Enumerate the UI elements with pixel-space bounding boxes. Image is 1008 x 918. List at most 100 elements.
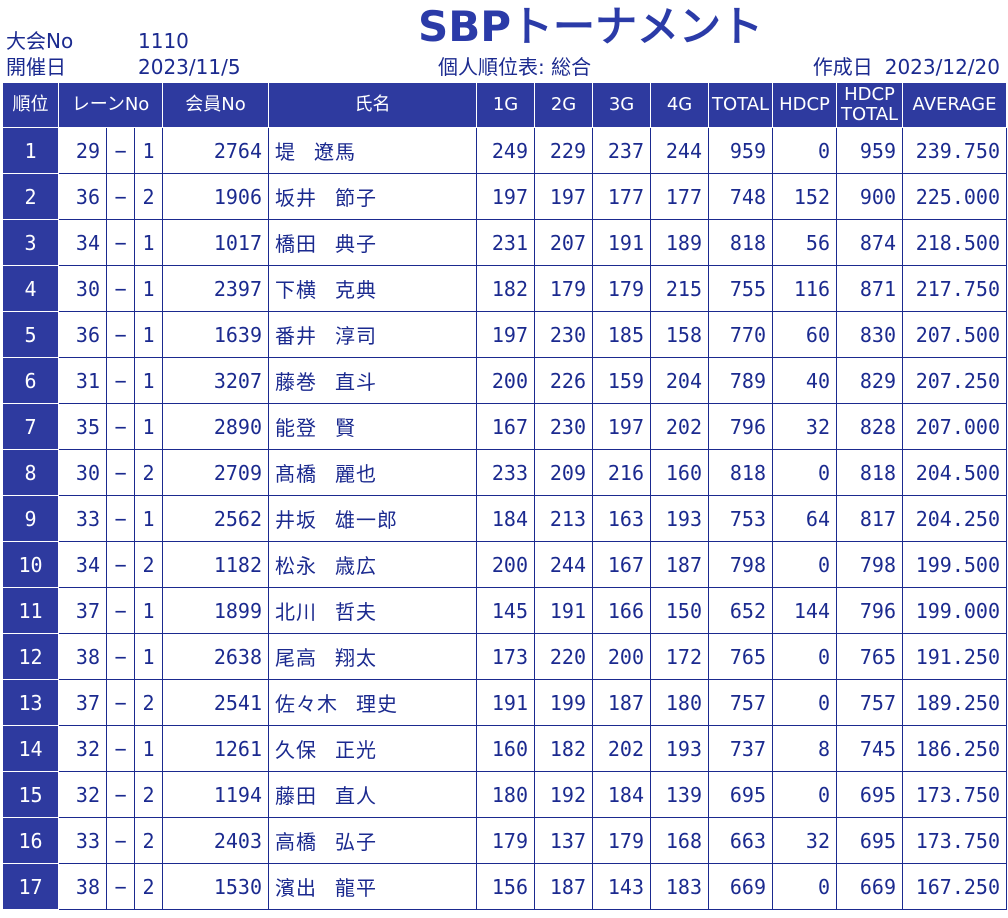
average-cell: 191.250: [902, 633, 1008, 680]
family-name: 佐々木: [275, 692, 339, 716]
name-cell: 坂井 節子: [268, 173, 478, 220]
lane-separator: −: [106, 587, 135, 634]
table-row: 16 33−2 2403 高橋 弘子 179 137 179 168 663 32 695 173.75…: [2, 817, 1008, 864]
game-1-cell: 231: [476, 219, 536, 266]
game-2-cell: 192: [534, 771, 594, 818]
lane-cell: 33: [58, 817, 107, 864]
member-no-cell: 2764: [162, 127, 270, 174]
game-2-cell: 213: [534, 495, 594, 542]
table-row: 14 32−1 1261 久保 正光 160 182 202 193 737 8 745 186.250: [2, 725, 1008, 772]
member-no-cell: 1017: [162, 219, 270, 266]
date-value: 2023/11/5: [138, 55, 241, 79]
col-hdcp: HDCP: [772, 82, 838, 128]
game-3-cell: 200: [592, 633, 652, 680]
total-cell: 755: [708, 265, 774, 312]
game-1-cell: 160: [476, 725, 536, 772]
table-row: 4 30−1 2397 下横 克典 182 179 179 215 755 116 871 217.75…: [2, 265, 1008, 312]
lane-separator: −: [106, 127, 135, 174]
member-no-cell: 1639: [162, 311, 270, 358]
rank-cell: 4: [2, 265, 59, 312]
header-row: 順位 レーンNo 会員No 氏名 1G 2G 3G 4G TOTAL HDCP …: [2, 82, 1008, 128]
lane-separator: −: [106, 771, 135, 818]
game-3-cell: 184: [592, 771, 652, 818]
lane-separator: −: [106, 219, 135, 266]
table-row: 15 32−2 1194 藤田 直人 180 192 184 139 695 0 695 173.750: [2, 771, 1008, 818]
average-cell: 217.750: [902, 265, 1008, 312]
total-cell: 789: [708, 357, 774, 404]
lane-separator: −: [106, 725, 135, 772]
hdcp-cell: 8: [772, 725, 838, 772]
hdcp-total-cell: 830: [836, 311, 904, 358]
member-no-cell: 2638: [162, 633, 270, 680]
game-4-cell: 150: [650, 587, 710, 634]
name-cell: 能登賢: [268, 403, 478, 450]
lane-box-cell: 1: [133, 587, 164, 634]
member-no-cell: 2562: [162, 495, 270, 542]
total-cell: 753: [708, 495, 774, 542]
average-cell: 204.500: [902, 449, 1008, 496]
lane-separator: −: [106, 173, 135, 220]
rank-cell: 5: [2, 311, 59, 358]
lane-cell: 38: [58, 633, 107, 680]
table-row: 7 35−1 2890 能登賢 167 230 197 202 796 32 828 207.000: [2, 403, 1008, 450]
rank-cell: 8: [2, 449, 59, 496]
hdcp-total-cell: 798: [836, 541, 904, 588]
created-label: 作成日: [812, 55, 873, 79]
lane-separator: −: [106, 357, 135, 404]
lane-box-cell: 1: [133, 725, 164, 772]
table-row: 11 37−1 1899 北川 哲夫 145 191 166 150 652 144 796 199.0…: [2, 587, 1008, 634]
col-average: AVERAGE: [902, 82, 1008, 128]
lane-box-cell: 1: [133, 265, 164, 312]
lane-box-cell: 2: [133, 541, 164, 588]
game-4-cell: 193: [650, 725, 710, 772]
member-no-cell: 2403: [162, 817, 270, 864]
lane-cell: 36: [58, 173, 107, 220]
game-2-cell: 182: [534, 725, 594, 772]
total-cell: 748: [708, 173, 774, 220]
lane-box-cell: 1: [133, 495, 164, 542]
member-no-cell: 1261: [162, 725, 270, 772]
hdcp-cell: 60: [772, 311, 838, 358]
hdcp-total-cell: 817: [836, 495, 904, 542]
game-1-cell: 249: [476, 127, 536, 174]
lane-separator: −: [106, 311, 135, 358]
average-cell: 186.250: [902, 725, 1008, 772]
game-3-cell: 159: [592, 357, 652, 404]
lane-box-cell: 2: [133, 173, 164, 220]
average-cell: 207.500: [902, 311, 1008, 358]
name-cell: 濱出 龍平: [268, 863, 478, 910]
lane-box-cell: 1: [133, 311, 164, 358]
rank-cell: 7: [2, 403, 59, 450]
member-no-cell: 1194: [162, 771, 270, 818]
lane-separator: −: [106, 265, 135, 312]
given-name: 龍平: [335, 876, 378, 900]
game-1-cell: 197: [476, 311, 536, 358]
member-no-cell: 2397: [162, 265, 270, 312]
game-1-cell: 180: [476, 771, 536, 818]
family-name: 松永: [275, 554, 318, 578]
game-1-cell: 200: [476, 541, 536, 588]
hdcp-total-cell: 745: [836, 725, 904, 772]
game-2-cell: 179: [534, 265, 594, 312]
total-cell: 959: [708, 127, 774, 174]
rank-cell: 10: [2, 541, 59, 588]
game-4-cell: 215: [650, 265, 710, 312]
rank-cell: 14: [2, 725, 59, 772]
given-name: 賢: [335, 416, 357, 440]
col-name: 氏名: [268, 82, 478, 128]
name-cell: 藤巻 直斗: [268, 357, 478, 404]
lane-cell: 37: [58, 587, 107, 634]
rank-cell: 15: [2, 771, 59, 818]
col-hdcp-total-line2: TOTAL: [840, 104, 899, 125]
col-game-3: 3G: [592, 82, 652, 128]
hdcp-cell: 0: [772, 449, 838, 496]
game-3-cell: 143: [592, 863, 652, 910]
tournament-no-label: 大会No: [6, 29, 74, 53]
given-name: 正光: [335, 738, 378, 762]
hdcp-total-cell: 829: [836, 357, 904, 404]
hdcp-total-cell: 757: [836, 679, 904, 726]
hdcp-total-cell: 871: [836, 265, 904, 312]
given-name: 克典: [335, 278, 378, 302]
col-game-1: 1G: [476, 82, 536, 128]
